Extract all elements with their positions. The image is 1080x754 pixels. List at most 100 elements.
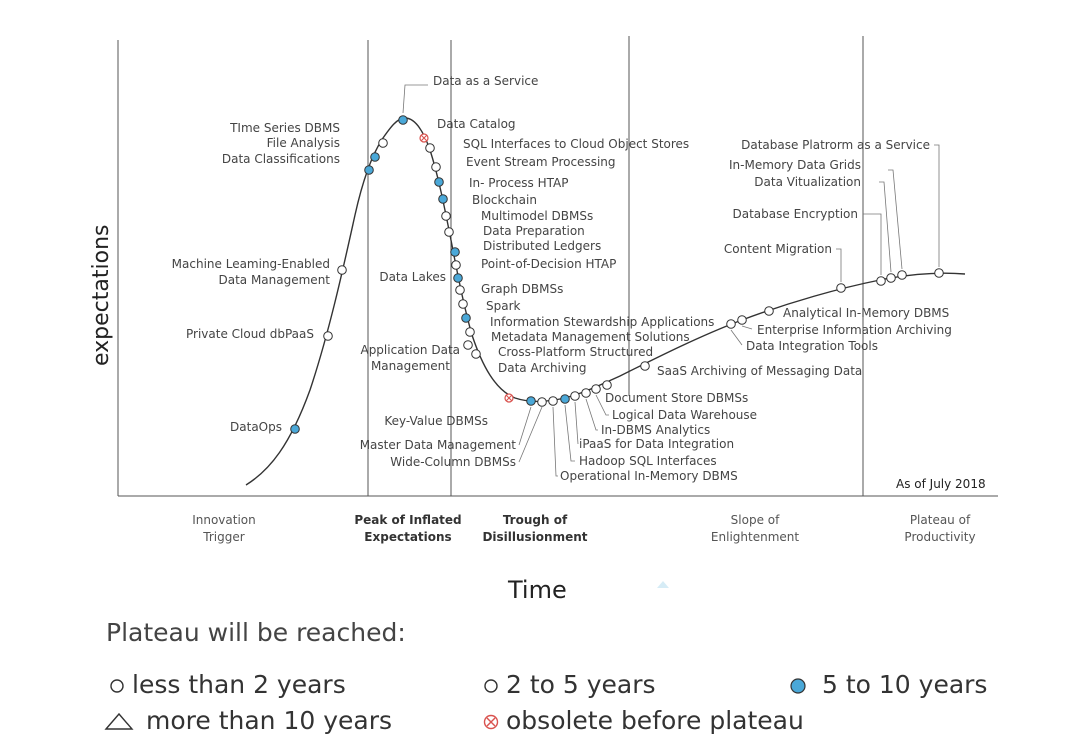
phase-label: Innovation <box>192 513 256 527</box>
open-circle-marker-icon <box>591 384 601 394</box>
tech-label: Data Lakes <box>379 270 446 284</box>
tech-label: Distributed Ledgers <box>483 239 601 253</box>
filled-circle-marker-icon <box>526 396 536 406</box>
tech-label-line2: Management <box>371 359 450 373</box>
leader-line <box>518 406 543 463</box>
tech-label: File Analysis <box>267 136 340 150</box>
open-circle-marker-icon <box>323 331 333 341</box>
filled-circle-marker-icon <box>450 247 460 257</box>
open-circle-marker-icon <box>726 319 736 329</box>
open-circle-marker-icon <box>640 361 650 371</box>
decorative-triangle-icon <box>657 581 669 588</box>
open-circle-marker-icon <box>934 268 944 278</box>
tech-label: In- Process HTAP <box>469 176 569 190</box>
tech-label: Data Classifications <box>222 152 340 166</box>
tech-label-line2: Data Archiving <box>498 361 587 375</box>
open-circle-marker-icon <box>441 211 451 221</box>
tech-label: In-DBMS Analytics <box>601 423 710 437</box>
legend-item-2-to-5: 2 to 5 years <box>482 670 656 699</box>
leader-line <box>552 406 558 477</box>
legend-item-obsolete: obsolete before plateau <box>482 706 804 735</box>
leader-line <box>564 404 575 462</box>
open-circle-marker-icon <box>570 391 580 401</box>
open-circle-marker-icon <box>537 397 547 407</box>
filled-circle-marker-icon <box>370 152 380 162</box>
tech-label: Data Integration Tools <box>746 339 878 353</box>
leader-line <box>888 169 903 270</box>
legend-item-5-to-10: 5 to 10 years <box>788 670 987 699</box>
filled-circle-marker-icon <box>364 165 374 175</box>
phase-label: Expectations <box>364 530 451 544</box>
leader-line <box>730 329 743 346</box>
filled-circle-marker-icon <box>398 115 408 125</box>
tech-label: DataOps <box>230 420 282 434</box>
filled-circle-marker-icon <box>560 394 570 404</box>
phase-labels: Innovation Trigger Peak of Inflated Expecta… <box>192 513 975 544</box>
open-circle-marker-icon <box>378 138 388 148</box>
tech-label: Point-of-Decision HTAP <box>481 257 616 271</box>
phase-label: Plateau of <box>910 513 971 527</box>
filled-circle-marker-icon <box>453 273 463 283</box>
tech-label: Key-Value DBMSs <box>384 414 488 428</box>
phase-label: Trigger <box>202 530 244 544</box>
open-circle-marker-icon <box>451 260 461 270</box>
tech-label: Event Stream Processing <box>466 155 616 169</box>
technology-markers <box>290 115 944 434</box>
triangle-icon <box>104 712 134 730</box>
leader-line <box>934 144 940 267</box>
legend-label: more than 10 years <box>146 706 393 735</box>
small-circle-icon <box>110 678 124 693</box>
tech-label: Database Platrorm as a Service <box>741 138 930 152</box>
obsolete-marker-icon <box>419 133 429 143</box>
as-of-label: As of July 2018 <box>896 477 986 491</box>
tech-label: Data as a Service <box>433 74 538 88</box>
leader-lines <box>402 84 940 477</box>
technology-labels: DataOps Private Cloud dbPaaS Machine Leami… <box>172 74 952 483</box>
filled-circle-marker-icon <box>461 313 471 323</box>
leader-line <box>836 248 842 282</box>
open-circle-marker-icon <box>764 306 774 316</box>
legend-item-less-than-2: less than 2 years <box>108 670 346 699</box>
open-circle-marker-icon <box>737 315 747 325</box>
open-circle-marker-icon <box>458 299 468 309</box>
y-axis-label: expectations <box>89 225 114 366</box>
tech-label: Hadoop SQL Interfaces <box>579 454 717 468</box>
open-circle-marker-icon <box>897 270 907 280</box>
tech-label: Cross-Platform Structured <box>498 345 653 359</box>
filled-circle-icon <box>790 677 806 694</box>
legend-label: 5 to 10 years <box>822 670 988 699</box>
tech-label: iPaaS for Data Integration <box>579 437 734 451</box>
tech-label: Enterprise Information Archiving <box>757 323 952 337</box>
leader-line <box>585 398 598 431</box>
legend-label: less than 2 years <box>132 670 346 699</box>
tech-label: In-Memory Data Grids <box>729 158 861 172</box>
tech-label: Application Data <box>360 343 460 357</box>
filled-circle-marker-icon <box>438 194 448 204</box>
open-circle-marker-icon <box>836 283 846 293</box>
open-circle-marker-icon <box>444 227 454 237</box>
phase-label: Productivity <box>904 530 975 544</box>
obsolete-marker-icon <box>504 393 514 403</box>
phase-label: Trough of <box>503 513 568 527</box>
phase-label: Peak of Inflated <box>354 513 461 527</box>
open-circle-marker-icon <box>548 396 558 406</box>
open-circle-marker-icon <box>581 388 591 398</box>
tech-label: Data Preparation <box>483 224 585 238</box>
tech-label: Wide-Column DBMSs <box>390 455 516 469</box>
tech-label: Operational In-Memory DBMS <box>560 469 738 483</box>
filled-circle-marker-icon <box>434 177 444 187</box>
x-axis-label: Time <box>507 576 567 604</box>
tech-label: Graph DBMSs <box>481 282 563 296</box>
open-circle-marker-icon <box>465 327 475 337</box>
legend-item-more-than-10: more than 10 years <box>104 706 392 735</box>
tech-label: Data Catalog <box>437 117 516 131</box>
phase-label: Enlightenment <box>711 530 799 544</box>
tech-label-line2: Data Management <box>218 273 330 287</box>
open-circle-marker-icon <box>337 265 347 275</box>
open-circle-marker-icon <box>425 143 435 153</box>
tech-label: Analytical In-Memory DBMS <box>783 306 949 320</box>
tech-label: Master Data Management <box>360 438 517 452</box>
leader-line <box>879 181 892 273</box>
tech-label: Content Migration <box>724 242 832 256</box>
leader-line <box>741 325 753 330</box>
